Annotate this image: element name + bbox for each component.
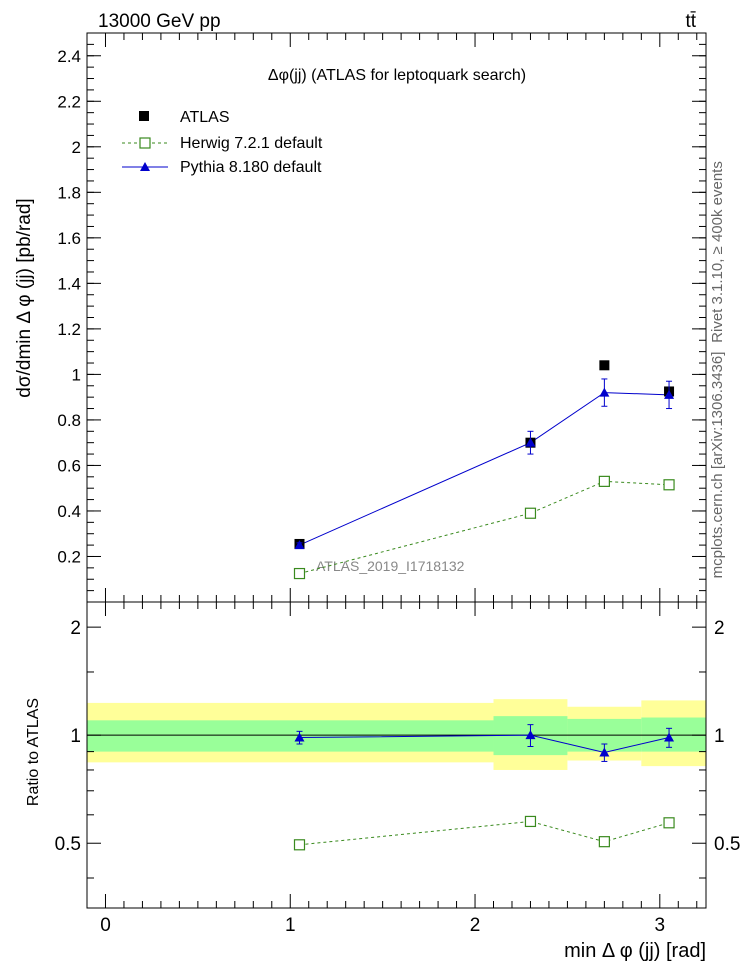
legend-pythia-marker xyxy=(140,162,150,171)
ratio-ytick-label: 1 xyxy=(70,726,81,747)
main-ytick-label: 0.2 xyxy=(57,547,81,566)
main-ytick-label: 2.4 xyxy=(57,47,81,66)
ratio-herwig-point xyxy=(293,839,306,851)
rivet-label: Rivet 3.1.10, ≥ 400k events xyxy=(709,161,726,343)
main-ytick-label: 0.6 xyxy=(57,456,81,475)
xtick-label: 1 xyxy=(285,915,296,936)
herwig-point xyxy=(663,479,675,491)
ratio-herwig-point xyxy=(663,817,675,829)
pythia-point xyxy=(599,387,610,397)
ratio-inner-band xyxy=(641,717,706,752)
ratio-panel: 0.5 0.5 1 1 2 2 0 1 2 3 xyxy=(55,601,740,936)
energy-label: 13000 GeV pp xyxy=(98,11,221,32)
main-ytick-label: 1.4 xyxy=(57,274,81,293)
plot-title: Δφ(jj) (ATLAS for leptoquark search) xyxy=(268,67,526,84)
main-panel: 0.2 0.4 0.6 0.8 1 1.2 1.4 1.6 1.8 2 2.2 2.4 xyxy=(57,32,707,603)
ratio-herwig-line xyxy=(299,820,670,846)
herwig-point xyxy=(598,475,610,487)
main-ytick-label: 0.4 xyxy=(57,502,81,521)
analysis-watermark: ATLAS_2019_I1718132 xyxy=(316,558,465,574)
ratio-herwig-point xyxy=(598,836,610,848)
pythia-line xyxy=(299,392,670,546)
process-label: tt̄ xyxy=(685,11,696,32)
ratio-ylabel: Ratio to ATLAS xyxy=(25,698,42,806)
legend-herwig-marker xyxy=(139,137,151,149)
ratio-pythia-line xyxy=(299,734,670,753)
xtick-label: 2 xyxy=(470,915,481,936)
ratio-herwig-point xyxy=(524,815,537,828)
main-ytick-label: 1 xyxy=(72,365,81,384)
main-ytick-label: 1.8 xyxy=(57,183,81,202)
xtick-label: 0 xyxy=(100,915,111,936)
main-ytick-label: 2 xyxy=(72,138,81,157)
legend-atlas-marker xyxy=(139,111,149,121)
herwig-point xyxy=(293,567,306,580)
pythia-point xyxy=(664,389,675,399)
ratio-pythia-point xyxy=(525,730,536,740)
ratio-ytick-label-right: 2 xyxy=(714,618,725,639)
xtick-label: 3 xyxy=(655,915,666,936)
pythia-point xyxy=(525,437,536,447)
ratio-pythia-point xyxy=(599,747,610,757)
mcplots-label: mcplots.cern.ch [arXiv:1306.3436] xyxy=(709,352,726,579)
ratio-ytick-label: 0.5 xyxy=(55,834,81,855)
main-ytick-label: 1.2 xyxy=(57,320,81,339)
legend-herwig-label: Herwig 7.2.1 default xyxy=(180,135,323,152)
ratio-frame xyxy=(86,601,707,909)
main-ytick-label: 2.2 xyxy=(57,92,81,111)
legend: ATLAS Herwig 7.2.1 default Pythia 8.180 … xyxy=(122,109,323,176)
ratio-ytick-label: 2 xyxy=(70,618,81,639)
main-ytick-label: 1.6 xyxy=(57,229,81,248)
ratio-ytick-label-right: 1 xyxy=(714,726,725,747)
ratio-ytick-label-right: 0.5 xyxy=(714,834,740,855)
atlas-point xyxy=(599,360,610,371)
main-ylabel: dσ/dmin Δ φ (jj) [pb/rad] xyxy=(14,198,35,397)
xlabel: min Δ φ (jj) [rad] xyxy=(564,940,706,962)
herwig-point xyxy=(524,507,537,519)
legend-pythia-label: Pythia 8.180 default xyxy=(180,159,322,176)
ratio-pythia-point xyxy=(294,732,305,742)
herwig-line xyxy=(299,480,670,575)
main-ytick-label: 0.8 xyxy=(57,411,81,430)
legend-atlas-label: ATLAS xyxy=(180,109,230,126)
pythia-point xyxy=(294,540,305,550)
ratio-pythia-point xyxy=(664,732,675,742)
